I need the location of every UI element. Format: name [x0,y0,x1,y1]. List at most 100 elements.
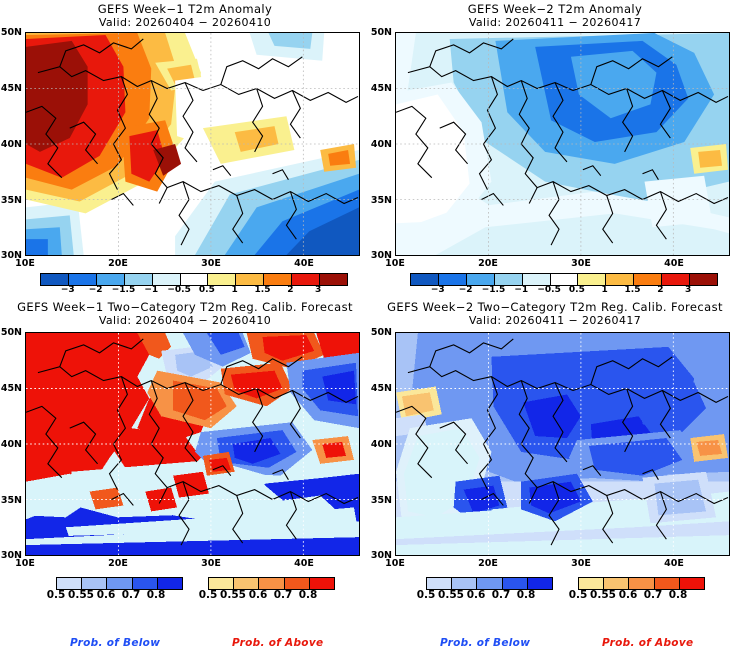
cbar-tick: 0.5 [568,589,588,601]
cbar-tick: 0.55 [220,589,246,601]
cbar-swatch [662,274,691,285]
ytick-50n-p2: 50N [370,27,392,38]
cbar-swatch [690,274,717,285]
cbar-tick: 0.8 [146,589,166,601]
cbar-tick: 0.7 [643,589,663,601]
xtick-20e-p3: 20E [108,558,128,569]
panel-week1-anomaly: GEFS Week−1 T2m Anomaly Valid: 20260404 … [0,0,370,296]
map-week1-forecast-gridlines [26,333,359,555]
map-week2-anomaly-coastlines [396,33,729,255]
cbar-tick: 0.7 [491,589,511,601]
panel-week1-forecast: GEFS Week−1 Two−Category T2m Reg. Calib.… [0,296,370,662]
cbar-swatch [96,274,125,285]
cbar-swatch [502,578,528,589]
xtick-20e-p4: 20E [478,558,498,569]
xtick-20e-p1: 20E [108,258,128,269]
map-week2-forecast-gridlines [396,333,729,555]
cbar-tick: −0.5 [167,285,191,295]
cbar-tick: 0.5 [416,589,436,601]
map-week1-anomaly [25,32,360,256]
colorbar-above-week1-labels: 0.5 0.55 0.6 0.7 0.8 [199,589,333,603]
cbar-tick: 1 [231,285,238,295]
panel-week1-anomaly-title: GEFS Week−1 T2m Anomaly [97,2,273,16]
cbar-tick: −3 [430,285,445,295]
ytick-40n-p3: 40N [0,439,22,450]
cbar-swatch [264,274,293,285]
cbar-swatch [236,274,265,285]
xtick-30e-p3: 30E [201,558,221,569]
colorbar-above-week2 [578,577,705,590]
cbar-swatch [208,274,237,285]
cbar-swatch [234,578,260,589]
xtick-10e-p3: 10E [15,558,35,569]
cbar-swatch [477,578,503,589]
xtick-10e-p1: 10E [15,258,35,269]
ytick-35n-p1: 35N [0,195,22,206]
cbar-tick: 0.7 [121,589,141,601]
xtick-30e-p1: 30E [201,258,221,269]
cbar-tick: 0.8 [668,589,688,601]
cbar-tick: 3 [685,285,692,295]
cbar-swatch [452,578,478,589]
panel-week2-forecast-title: GEFS Week−2 Two−Category T2m Reg. Calib.… [387,300,723,314]
panel-week2-anomaly: GEFS Week−2 T2m Anomaly Valid: 20260411 … [370,0,740,296]
cbar-swatch [438,274,467,285]
panel-week1-anomaly-subtitle: Valid: 20260404 − 20260410 [98,16,272,29]
cbar-swatch [259,578,285,589]
xtick-40e-p1: 40E [294,258,314,269]
map-week1-anomaly-coastlines [26,33,359,255]
cbar-tick: 0.6 [466,589,486,601]
cbar-tick: 1.5 [254,285,271,295]
map-week2-forecast [395,332,730,556]
cbar-tick: 0.5 [568,285,585,295]
panel-week2-forecast: GEFS Week−2 Two−Category T2m Reg. Calib.… [370,296,740,662]
cbar-swatch [68,274,97,285]
colorbar-anomaly-week1-labels: −3 −2 −1.5 −1 −0.5 0.5 1 1.5 2 3 [40,285,346,297]
cbar-tick: −1 [514,285,529,295]
cbar-swatch [132,578,158,589]
legend-prob-below-week1: Prob. of Below [70,637,161,649]
ytick-30n-p3: 30N [0,550,22,561]
ytick-35n-p4: 35N [370,495,392,506]
map-week1-anomaly-gridlines [26,33,359,255]
colorbar-below-week1-labels: 0.5 0.55 0.6 0.7 0.8 [47,589,181,603]
cbar-swatch [522,274,551,285]
cbar-swatch [634,274,663,285]
cbar-tick: 0.8 [516,589,536,601]
ytick-50n-p1: 50N [0,27,22,38]
cbar-tick: 0.6 [618,589,638,601]
map-week1-forecast [25,332,360,556]
cbar-swatch [309,578,335,589]
cbar-tick: −1.5 [111,285,136,295]
cbar-swatch [157,578,183,589]
cbar-swatch [411,274,439,285]
cbar-swatch [654,578,680,589]
cbar-tick: −2 [88,285,103,295]
map-week2-anomaly [395,32,730,256]
cbar-tick: −2 [458,285,473,295]
cbar-swatch [494,274,523,285]
panel-week2-anomaly-title: GEFS Week−2 T2m Anomaly [467,2,643,16]
cbar-swatch [124,274,153,285]
ytick-35n-p3: 35N [0,495,22,506]
cbar-swatch [629,578,655,589]
panel-week2-anomaly-subtitle: Valid: 20260411 − 20260417 [468,16,642,29]
xtick-40e-p4: 40E [664,558,684,569]
cbar-tick: 0.6 [96,589,116,601]
ytick-45n-p4: 45N [370,383,392,394]
panel-week1-forecast-title: GEFS Week−1 Two−Category T2m Reg. Calib.… [17,300,353,314]
cbar-tick: 0.55 [438,589,464,601]
xtick-40e-p2: 40E [664,258,684,269]
ytick-40n-p2: 40N [370,139,392,150]
colorbar-anomaly-week2-labels: −3 −2 −1.5 −1 −0.5 0.5 1 1.5 2 3 [410,285,716,297]
cbar-tick: 3 [315,285,322,295]
cbar-swatch [466,274,495,285]
ytick-45n-p2: 45N [370,83,392,94]
legend-prob-above-week2: Prob. of Above [602,637,694,649]
cbar-swatch [578,274,607,285]
cbar-tick: 0.55 [68,589,94,601]
ytick-30n-p2: 30N [370,250,392,261]
cbar-tick: 0.7 [273,589,293,601]
xtick-30e-p2: 30E [571,258,591,269]
colorbar-above-week1 [208,577,335,590]
